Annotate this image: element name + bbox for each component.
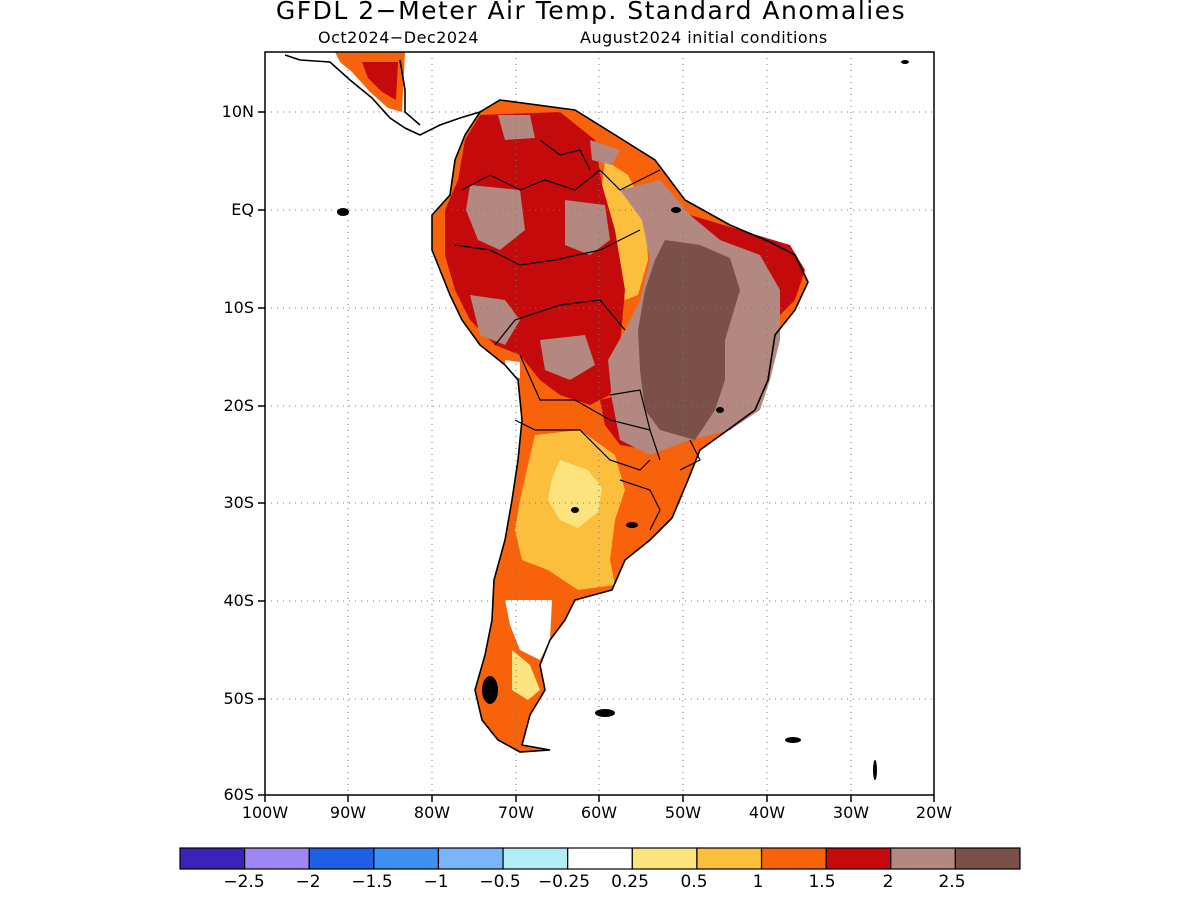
colorbar-swatch	[631, 847, 698, 870]
colorbar-swatch	[502, 847, 569, 870]
brazil-extreme-anomaly	[638, 240, 740, 440]
near-zero-patch-south	[505, 600, 552, 660]
map-title: GFDL 2−Meter Air Temp. Standard Anomalie…	[275, 0, 907, 25]
colorbar	[179, 847, 1021, 870]
lon-label-40w: 40W	[748, 803, 786, 822]
colorbar-label-0-5: 0.5	[680, 872, 708, 892]
colorbar-label-neg-1: −1	[423, 872, 449, 892]
lon-label-50w: 50W	[664, 803, 702, 822]
lon-label-60w: 60W	[580, 803, 618, 822]
colorbar-swatch	[308, 847, 375, 870]
colorbar-label-2-5: 2.5	[938, 872, 966, 892]
amazon-very-strong-patch-2	[565, 200, 610, 255]
southern-cone-weak-anomaly	[548, 460, 602, 528]
lat-label-40s: 40S	[223, 591, 254, 610]
colorbar-swatch	[373, 847, 440, 870]
lat-label-10n: 10N	[221, 102, 254, 121]
patagonia-weak-anomaly	[512, 650, 540, 700]
colorbar-swatch	[437, 847, 504, 870]
colorbar-label-1-5: 1.5	[808, 872, 836, 892]
colorbar-swatch	[244, 847, 310, 870]
colorbar-label-2: 2	[882, 872, 894, 892]
colorbar-label-1: 1	[752, 872, 764, 892]
colorbar-swatch	[890, 847, 956, 870]
lat-label-10s: 10S	[223, 298, 254, 317]
lon-label-80w: 80W	[413, 803, 451, 822]
colorbar-swatch	[954, 847, 1021, 870]
near-zero-patch-andes	[505, 360, 520, 378]
anomaly-field	[335, 52, 808, 752]
forecast-period: Oct2024−Dec2024	[318, 28, 479, 47]
colorbar-label-0-25: 0.25	[611, 872, 649, 892]
lat-label-60s: 60S	[223, 785, 254, 804]
colorbar-label-neg-0-25: −0.25	[537, 872, 591, 892]
lat-label-20s: 20S	[223, 396, 254, 415]
colorbar-label-neg-1-5: −1.5	[351, 872, 393, 892]
colorbar-swatch	[760, 847, 827, 870]
amazon-very-strong-patch-1	[466, 185, 525, 250]
central-america-caribbean-coast	[399, 59, 421, 126]
lat-label-eq: EQ	[231, 200, 254, 219]
central-america-coastline	[284, 54, 481, 136]
colorbar-swatch	[825, 847, 892, 870]
colorbar-label-neg-2: −2	[295, 872, 321, 892]
colorbar-label-neg-2-5: −2.5	[223, 872, 265, 892]
andes-very-strong-patch	[470, 295, 520, 345]
lat-label-30s: 30S	[223, 493, 254, 512]
coastlines	[284, 54, 809, 753]
initial-conditions-label: August2024 initial conditions	[580, 28, 828, 47]
lon-label-20w: 20W	[915, 803, 953, 822]
colorbar-swatch	[567, 847, 633, 870]
central-america-warm-core	[362, 62, 398, 100]
colorbar-swatch	[696, 847, 763, 870]
lon-label-30w: 30W	[832, 803, 870, 822]
colorbar-swatch	[179, 847, 246, 870]
lon-label-100w: 100W	[241, 803, 289, 822]
south-america-coastline	[431, 99, 809, 753]
lon-label-90w: 90W	[329, 803, 367, 822]
guiana-very-strong-patch	[590, 140, 620, 165]
caribbean-very-strong-patch	[498, 115, 535, 140]
lat-label-50s: 50S	[223, 689, 254, 708]
lon-label-70w: 70W	[497, 803, 535, 822]
bolivia-very-strong-patch	[540, 335, 595, 380]
islands	[337, 60, 909, 780]
axis-ticks	[258, 111, 935, 802]
country-borders	[454, 139, 701, 531]
colorbar-label-neg-0-5: −0.5	[479, 872, 521, 892]
